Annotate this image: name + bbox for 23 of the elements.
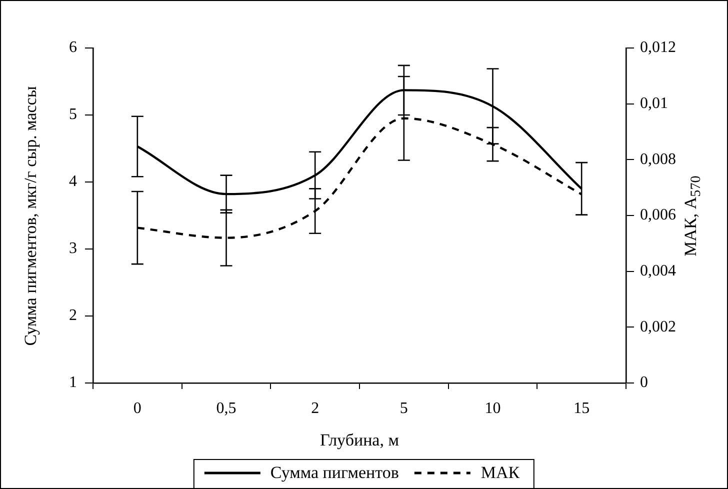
y-tick-label: 5: [69, 106, 77, 124]
y2-tick-label: 0,002: [640, 318, 676, 336]
y2-tick-label: 0: [640, 374, 648, 392]
y-tick-label: 1: [69, 374, 77, 392]
y2-tick-label: 0,012: [640, 39, 676, 56]
y2-tick-label: 0,006: [640, 206, 676, 224]
y-axis-title: Сумма пигментов, мкг/г сыр. массы: [21, 86, 41, 346]
x-tick-label: 15: [574, 400, 590, 417]
y-tick-label: 2: [69, 307, 77, 324]
y2-tick-label: 0,004: [640, 262, 676, 280]
x-tick-label: 0: [133, 400, 142, 417]
x-tick-label: 5: [400, 400, 408, 417]
y-tick-label: 6: [69, 39, 77, 56]
y-tick-label: 4: [69, 173, 77, 190]
x-tick-label: 0,5: [216, 400, 236, 417]
legend-label: Сумма пигментов: [270, 463, 399, 483]
x-axis-title: Глубина, м: [320, 430, 400, 450]
x-tick-label: 10: [484, 400, 501, 417]
legend-label: МАК: [480, 463, 520, 483]
y2-tick-label: 0,01: [640, 95, 668, 112]
y2-tick-label: 0,008: [640, 150, 676, 168]
x-tick-label: 2: [311, 400, 320, 417]
y-tick-label: 3: [69, 240, 77, 258]
